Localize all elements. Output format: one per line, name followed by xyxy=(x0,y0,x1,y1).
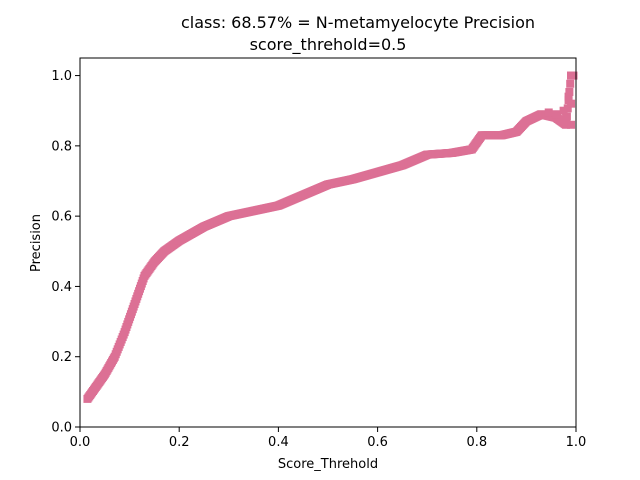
x-tick-label: 0.8 xyxy=(466,435,487,450)
y-tick-label: 0.4 xyxy=(51,280,72,295)
data-point xyxy=(569,71,578,80)
data-point xyxy=(567,120,576,129)
y-tick-label: 0.0 xyxy=(51,421,72,436)
data-point xyxy=(563,104,572,113)
x-axis-ticks: 0.0 0.2 0.4 0.6 0.8 1.0 xyxy=(70,427,587,450)
y-tick-label: 0.8 xyxy=(51,139,72,154)
chart-title: class: 68.57% = N-metamyelocyte Precisio… xyxy=(181,13,535,32)
data-points xyxy=(83,71,578,403)
x-tick-label: 0.0 xyxy=(70,435,91,450)
x-tick-label: 0.2 xyxy=(169,435,190,450)
data-point xyxy=(562,113,571,122)
data-point xyxy=(567,99,576,108)
x-tick-label: 0.6 xyxy=(367,435,388,450)
x-tick-label: 1.0 xyxy=(566,435,587,450)
data-point xyxy=(552,110,561,119)
data-point xyxy=(562,120,571,129)
y-tick-label: 0.2 xyxy=(51,350,72,365)
y-axis-ticks: 0.0 0.2 0.4 0.6 0.8 1.0 xyxy=(51,69,80,436)
data-point xyxy=(557,115,566,124)
chart-subtitle: score_threhold=0.5 xyxy=(250,35,407,55)
data-point xyxy=(565,87,574,96)
x-tick-label: 0.4 xyxy=(268,435,289,450)
data-point xyxy=(559,106,568,115)
x-axis-label: Score_Threhold xyxy=(278,457,378,472)
y-tick-label: 0.6 xyxy=(51,210,72,225)
plot-frame xyxy=(79,57,577,428)
data-point xyxy=(566,79,575,88)
y-axis-label: Precision xyxy=(29,214,44,272)
data-point xyxy=(564,92,573,101)
data-point xyxy=(544,108,553,117)
y-tick-label: 1.0 xyxy=(51,69,72,84)
